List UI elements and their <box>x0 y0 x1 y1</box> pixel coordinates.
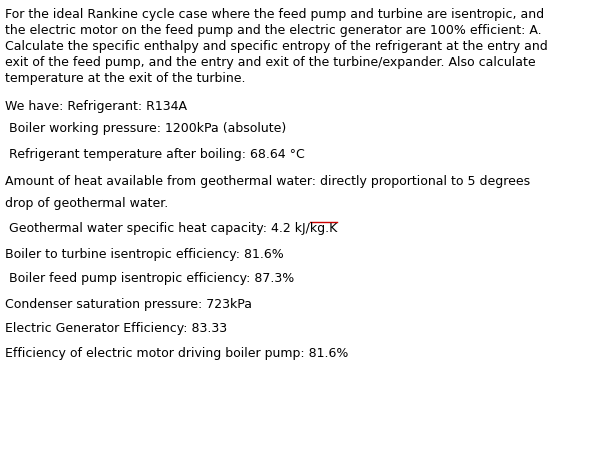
Text: Amount of heat available from geothermal water: directly proportional to 5 degre: Amount of heat available from geothermal… <box>5 175 530 187</box>
Text: temperature at the exit of the turbine.: temperature at the exit of the turbine. <box>5 72 245 85</box>
Text: We have: Refrigerant: R134A: We have: Refrigerant: R134A <box>5 100 187 113</box>
Text: Calculate the specific enthalpy and specific entropy of the refrigerant at the e: Calculate the specific enthalpy and spec… <box>5 40 548 53</box>
Text: Boiler to turbine isentropic efficiency: 81.6%: Boiler to turbine isentropic efficiency:… <box>5 248 284 260</box>
Text: Geothermal water specific heat capacity: 4.2 kJ/kg.K: Geothermal water specific heat capacity:… <box>5 222 337 234</box>
Text: Boiler feed pump isentropic efficiency: 87.3%: Boiler feed pump isentropic efficiency: … <box>5 271 294 284</box>
Text: drop of geothermal water.: drop of geothermal water. <box>5 197 168 210</box>
Text: exit of the feed pump, and the entry and exit of the turbine/expander. Also calc: exit of the feed pump, and the entry and… <box>5 56 536 69</box>
Text: Electric Generator Efficiency: 83.33: Electric Generator Efficiency: 83.33 <box>5 321 227 334</box>
Text: Boiler working pressure: 1200kPa (absolute): Boiler working pressure: 1200kPa (absolu… <box>5 122 286 135</box>
Text: Refrigerant temperature after boiling: 68.64 °C: Refrigerant temperature after boiling: 6… <box>5 148 304 161</box>
Text: the electric motor on the feed pump and the electric generator are 100% efficien: the electric motor on the feed pump and … <box>5 24 541 37</box>
Text: For the ideal Rankine cycle case where the feed pump and turbine are isentropic,: For the ideal Rankine cycle case where t… <box>5 8 544 21</box>
Text: Condenser saturation pressure: 723kPa: Condenser saturation pressure: 723kPa <box>5 298 252 310</box>
Text: Efficiency of electric motor driving boiler pump: 81.6%: Efficiency of electric motor driving boi… <box>5 346 349 359</box>
